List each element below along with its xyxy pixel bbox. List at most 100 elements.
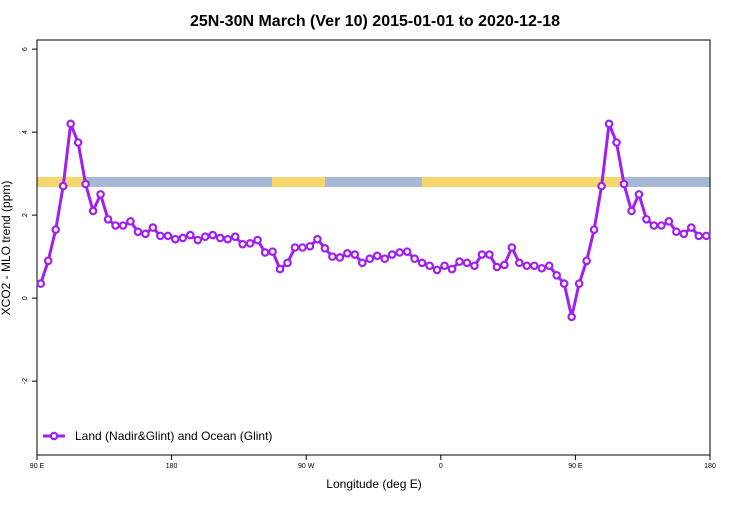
data-point — [410, 254, 419, 264]
data-point — [485, 250, 494, 259]
data-point — [238, 239, 247, 249]
land-strip — [422, 177, 622, 187]
data-line — [39, 123, 707, 318]
data-point — [350, 250, 360, 259]
x-tick-label: 90 E — [568, 463, 583, 470]
data-point — [701, 231, 711, 241]
x-tick-label: 0 — [439, 463, 443, 470]
data-point — [58, 181, 68, 191]
data-point — [425, 261, 434, 271]
y-tick-label: 4 — [22, 130, 29, 134]
ocean-strip — [37, 177, 710, 187]
land-strip — [37, 177, 83, 187]
data-point — [275, 264, 285, 274]
data-point — [133, 227, 143, 237]
data-point — [612, 138, 621, 147]
data-point — [223, 234, 232, 244]
data-point — [320, 244, 330, 253]
y-axis-label: XCO2 - MLO trend (ppm) — [0, 181, 13, 316]
plot-frame — [36, 39, 711, 456]
data-point — [477, 250, 487, 259]
x-tick-label: 180 — [704, 463, 716, 470]
data-point — [298, 243, 307, 252]
data-point — [642, 214, 651, 224]
data-point — [500, 260, 509, 270]
data-point — [537, 263, 547, 273]
data-point — [447, 264, 457, 274]
x-tick-label: 180 — [166, 463, 178, 470]
data-point — [515, 258, 524, 268]
data-point — [118, 221, 128, 230]
data-point — [193, 235, 203, 245]
y-tick-label: 2 — [22, 213, 29, 217]
y-tick-label: 0 — [22, 296, 29, 300]
data-point — [679, 229, 689, 239]
data-point — [380, 254, 390, 264]
legend-label: Land (Nadir&Glint) and Ocean (Glint) — [75, 429, 272, 443]
data-point — [43, 256, 53, 266]
data-point — [51, 225, 60, 234]
data-point — [619, 179, 629, 189]
data-point — [395, 248, 404, 257]
data-point — [111, 221, 120, 230]
data-point — [470, 261, 479, 271]
data-point — [215, 233, 225, 243]
data-point — [634, 190, 644, 199]
data-point — [148, 223, 158, 232]
data-point — [88, 206, 98, 216]
x-tick-label: 90 W — [298, 463, 315, 470]
data-point — [73, 138, 83, 147]
data-point — [66, 119, 75, 129]
data-point — [335, 253, 345, 262]
data-point — [417, 258, 427, 268]
data-point — [627, 206, 636, 216]
data-point — [507, 243, 517, 252]
data-point — [552, 271, 562, 280]
data-point — [36, 279, 46, 288]
data-point — [589, 225, 599, 234]
data-point — [559, 279, 569, 288]
y-tick-label: 6 — [22, 47, 29, 51]
data-point — [522, 261, 532, 271]
data-point — [387, 250, 397, 259]
data-point — [687, 223, 696, 232]
data-point — [245, 239, 255, 248]
data-point — [529, 261, 539, 271]
data-point — [81, 179, 90, 189]
data-point — [283, 258, 292, 268]
data-point — [141, 229, 150, 239]
data-point — [328, 252, 337, 261]
data-point — [462, 258, 472, 268]
data-point — [604, 119, 614, 129]
data-point — [260, 248, 270, 257]
data-point — [597, 181, 606, 191]
data-point — [544, 261, 554, 271]
data-point — [163, 231, 173, 241]
data-point — [440, 261, 449, 271]
data-point — [171, 234, 180, 244]
data-point — [156, 231, 165, 241]
data-point — [567, 312, 576, 322]
x-axis-label: Longitude (deg E) — [326, 477, 421, 491]
data-point — [574, 279, 584, 288]
data-point — [657, 221, 666, 230]
data-point — [268, 247, 277, 256]
data-point — [365, 254, 375, 264]
land-mask — [37, 177, 710, 187]
data-point — [103, 214, 113, 224]
data-point — [178, 233, 188, 243]
data-point — [200, 232, 210, 242]
data-point — [664, 217, 674, 226]
data-point — [313, 234, 322, 244]
data-point — [402, 247, 412, 256]
data-point — [305, 241, 315, 251]
data-point — [694, 231, 704, 241]
data-point — [372, 251, 382, 261]
data-point — [96, 190, 105, 199]
data-point — [208, 230, 218, 240]
data-point — [432, 265, 442, 275]
data-point — [582, 256, 591, 266]
data-point — [230, 232, 240, 242]
data-point — [492, 262, 502, 272]
